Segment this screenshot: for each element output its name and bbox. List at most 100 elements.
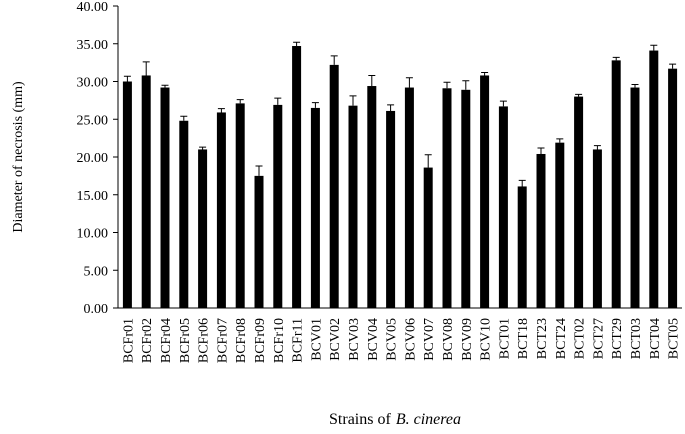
x-tick-label: BCV05 <box>385 318 400 361</box>
bar <box>536 153 546 308</box>
bar <box>160 87 170 308</box>
x-tick-label: BCFr01 <box>121 318 136 363</box>
error-bar <box>330 55 338 65</box>
x-tick-label: BCFr05 <box>178 318 193 363</box>
x-tick-label: BCT18 <box>516 318 531 359</box>
bar <box>179 120 189 308</box>
error-bar <box>274 97 282 105</box>
error-bar <box>349 95 357 106</box>
y-tick-label: 30.00 <box>77 76 109 91</box>
x-tick-label: BCT24 <box>554 318 569 359</box>
x-axis-title-italic: B. cinerea <box>396 411 461 428</box>
y-tick-label: 20.00 <box>77 151 109 166</box>
x-tick-label: BCV08 <box>441 318 456 361</box>
y-axis-title: Diameter of necrosis (mm) <box>11 81 26 233</box>
x-tick-label: BCV10 <box>479 318 494 361</box>
error-bar <box>575 93 583 97</box>
x-tick-label: BCV03 <box>347 318 362 361</box>
error-bar <box>499 100 507 107</box>
error-bar <box>387 104 395 111</box>
x-tick-label: BCV01 <box>309 318 324 361</box>
error-bar <box>142 61 150 76</box>
error-bar <box>123 75 131 82</box>
x-tick-label: BCT02 <box>573 318 588 359</box>
bar <box>498 106 508 308</box>
y-tick-label: 40.00 <box>77 0 109 15</box>
error-bar <box>462 80 470 90</box>
y-tick-label: 35.00 <box>77 38 109 53</box>
error-bar <box>161 84 169 88</box>
bar <box>216 112 226 308</box>
x-tick-label: BCV06 <box>403 318 418 361</box>
x-tick-label: BCV07 <box>422 318 437 361</box>
error-bar <box>368 74 376 87</box>
error-bar <box>199 146 207 150</box>
error-bar <box>631 84 639 88</box>
error-bar <box>217 108 225 113</box>
x-tick-label: BCFr11 <box>291 318 306 363</box>
x-tick-label: BCFr07 <box>215 318 230 363</box>
bar <box>592 149 602 308</box>
bar <box>668 68 678 308</box>
error-bar <box>255 165 263 176</box>
bar <box>273 104 283 308</box>
bar <box>292 46 302 308</box>
error-bar <box>481 71 489 76</box>
error-bar <box>180 115 188 121</box>
error-bar <box>424 154 432 168</box>
x-tick-label: BCFr04 <box>159 318 174 363</box>
x-tick-label: BCFr10 <box>272 318 287 363</box>
x-tick-label: BCT05 <box>667 318 682 359</box>
error-bar <box>443 81 451 89</box>
y-tick-label: 25.00 <box>77 113 109 128</box>
bar <box>574 96 584 308</box>
bar <box>461 89 471 309</box>
bar <box>423 167 433 308</box>
bar <box>649 50 659 309</box>
error-bar <box>650 44 658 51</box>
error-bar <box>669 63 677 69</box>
error-bar <box>405 77 413 88</box>
bar <box>198 149 208 308</box>
x-tick-label: BCFr08 <box>234 318 249 363</box>
x-tick-label: BCT04 <box>648 318 663 359</box>
bar <box>442 88 452 308</box>
x-tick-label: BCT01 <box>497 318 512 359</box>
y-tick-label: 5.00 <box>84 264 109 279</box>
bar <box>480 75 490 309</box>
x-tick-label: BCV04 <box>366 318 381 361</box>
x-axis-title: Strains of B. cinerea <box>329 411 461 428</box>
x-tick-label: BCFr09 <box>253 318 268 363</box>
x-tick-label: BCT29 <box>610 318 625 359</box>
y-tick-label: 10.00 <box>77 227 109 242</box>
bar <box>329 64 339 308</box>
y-tick-label: 15.00 <box>77 189 109 204</box>
bar <box>630 87 640 308</box>
error-bar <box>293 41 301 47</box>
bar <box>348 105 358 308</box>
error-bar <box>236 99 244 104</box>
x-axis-title-text: Strains of <box>329 411 391 428</box>
bar <box>611 60 621 308</box>
y-tick-label: 0.00 <box>84 302 109 317</box>
bar <box>310 107 320 308</box>
error-bar <box>311 102 319 108</box>
error-bar <box>593 145 601 150</box>
x-tick-label: BCFr02 <box>140 318 155 363</box>
error-bar <box>556 138 564 143</box>
bar <box>235 103 245 309</box>
bar <box>141 75 151 309</box>
x-tick-label: BCFr06 <box>197 318 212 363</box>
bar <box>404 87 414 308</box>
bar <box>367 86 377 308</box>
bar <box>386 110 396 308</box>
x-tick-label: BCT23 <box>535 318 550 359</box>
x-tick-label: BCT03 <box>629 318 644 359</box>
bar <box>122 81 132 308</box>
error-bar <box>612 56 620 61</box>
x-tick-label: BCV02 <box>328 318 343 361</box>
x-tick-label: BCT27 <box>591 318 606 359</box>
bar <box>555 142 565 308</box>
error-bar <box>518 179 526 187</box>
